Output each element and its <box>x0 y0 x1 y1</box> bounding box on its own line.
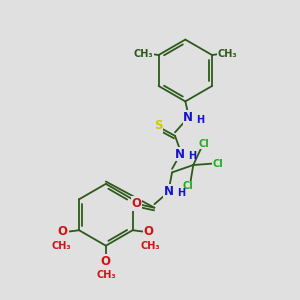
Text: CH₃: CH₃ <box>96 270 116 280</box>
Text: H: H <box>177 188 185 198</box>
Text: N: N <box>164 185 174 198</box>
Text: N: N <box>175 148 185 160</box>
Text: Cl: Cl <box>199 139 209 149</box>
Text: N: N <box>183 111 193 124</box>
Text: Cl: Cl <box>183 181 194 191</box>
Text: O: O <box>144 225 154 238</box>
Text: O: O <box>131 197 142 210</box>
Text: O: O <box>101 254 111 268</box>
Text: H: H <box>196 115 205 125</box>
Text: Cl: Cl <box>212 158 223 169</box>
Text: H: H <box>189 151 197 160</box>
Text: S: S <box>154 119 163 132</box>
Text: O: O <box>58 225 68 238</box>
Text: CH₃: CH₃ <box>140 241 160 250</box>
Text: CH₃: CH₃ <box>218 49 237 58</box>
Text: CH₃: CH₃ <box>134 49 153 58</box>
Text: CH₃: CH₃ <box>52 241 71 250</box>
